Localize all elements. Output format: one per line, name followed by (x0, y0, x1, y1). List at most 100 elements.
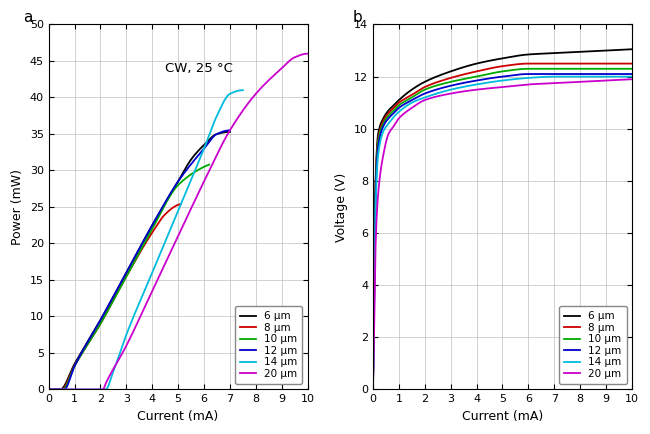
14 μm (509, 77, 517, 82)
12 μm (369, 387, 377, 392)
10 μm (628, 66, 636, 72)
Legend: 6 μm, 8 μm, 10 μm, 12 μm, 14 μm, 20 μm: 6 μm, 8 μm, 10 μm, 12 μm, 14 μm, 20 μm (559, 306, 627, 384)
8 μm (622, 61, 630, 66)
20 μm (581, 79, 589, 84)
10 μm (622, 66, 630, 72)
14 μm (493, 79, 501, 84)
14 μm (45, 387, 53, 392)
20 μm (493, 85, 501, 90)
12 μm (131, 254, 138, 260)
10 μm (131, 257, 139, 262)
14 μm (622, 74, 630, 79)
10 μm (523, 66, 531, 72)
20 μm (622, 77, 630, 82)
Line: 12 μm: 12 μm (373, 74, 632, 389)
10 μm (205, 162, 213, 167)
14 μm (369, 387, 377, 392)
20 μm (509, 83, 517, 89)
12 μm (492, 75, 500, 80)
6 μm (369, 387, 377, 392)
6 μm (153, 215, 161, 220)
20 μm (169, 244, 177, 249)
Text: b: b (352, 10, 362, 25)
8 μm (369, 387, 377, 392)
8 μm (177, 201, 185, 207)
8 μm (492, 65, 500, 70)
10 μm (369, 387, 377, 392)
Line: 8 μm: 8 μm (49, 204, 181, 389)
6 μm (226, 129, 234, 135)
14 μm (582, 74, 590, 79)
20 μm (369, 387, 377, 392)
20 μm (492, 85, 500, 90)
Line: 10 μm: 10 μm (373, 69, 632, 389)
12 μm (525, 72, 532, 77)
10 μm (492, 70, 500, 75)
14 μm (628, 74, 636, 79)
Line: 20 μm: 20 μm (373, 79, 632, 389)
8 μm (525, 61, 532, 66)
20 μm (304, 51, 311, 56)
12 μm (193, 154, 201, 159)
8 μm (523, 61, 531, 66)
8 μm (45, 387, 53, 392)
6 μm (45, 387, 53, 392)
Legend: 6 μm, 8 μm, 10 μm, 12 μm, 14 μm, 20 μm: 6 μm, 8 μm, 10 μm, 12 μm, 14 μm, 20 μm (235, 306, 302, 384)
10 μm (493, 69, 501, 75)
8 μm (509, 62, 517, 67)
Line: 20 μm: 20 μm (49, 54, 307, 389)
6 μm (492, 57, 500, 62)
14 μm (551, 74, 558, 79)
10 μm (121, 276, 129, 282)
12 μm (143, 233, 151, 238)
8 μm (107, 301, 115, 306)
8 μm (124, 272, 131, 277)
6 μm (143, 233, 151, 238)
6 μm (132, 253, 140, 258)
6 μm (131, 254, 138, 260)
20 μm (199, 181, 207, 187)
10 μm (509, 67, 517, 72)
8 μm (493, 64, 501, 69)
6 μm (222, 129, 229, 135)
14 μm (523, 76, 531, 81)
8 μm (582, 61, 590, 66)
Line: 14 μm: 14 μm (373, 77, 632, 389)
14 μm (234, 88, 242, 93)
8 μm (174, 202, 181, 207)
20 μm (185, 211, 192, 216)
10 μm (525, 66, 532, 72)
14 μm (161, 241, 168, 247)
12 μm (509, 72, 517, 78)
Text: a: a (23, 10, 32, 25)
10 μm (176, 181, 184, 186)
6 μm (509, 54, 517, 59)
12 μm (523, 72, 531, 77)
8 μm (109, 300, 116, 305)
X-axis label: Current (mA): Current (mA) (138, 410, 219, 423)
14 μm (492, 79, 500, 84)
8 μm (628, 61, 636, 66)
Line: 14 μm: 14 μm (49, 90, 243, 389)
8 μm (153, 223, 161, 228)
20 μm (298, 52, 305, 57)
6 μm (193, 149, 201, 155)
6 μm (523, 52, 531, 57)
20 μm (628, 77, 636, 82)
10 μm (45, 387, 53, 392)
12 μm (222, 128, 229, 133)
10 μm (122, 275, 130, 280)
8 μm (116, 285, 124, 290)
12 μm (622, 72, 630, 77)
10 μm (202, 164, 209, 169)
12 μm (132, 253, 140, 258)
12 μm (582, 72, 590, 77)
14 μm (138, 294, 146, 299)
Line: 6 μm: 6 μm (373, 49, 632, 389)
12 μm (153, 215, 161, 220)
Line: 8 μm: 8 μm (373, 64, 632, 389)
Line: 12 μm: 12 μm (49, 130, 230, 389)
14 μm (239, 88, 247, 93)
Y-axis label: Power (mW): Power (mW) (11, 169, 24, 245)
14 μm (150, 266, 158, 272)
